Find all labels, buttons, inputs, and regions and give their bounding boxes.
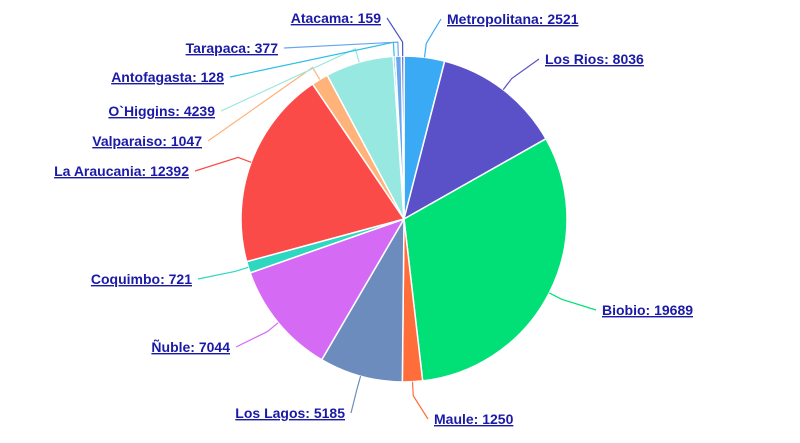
leader-line-la-araucania bbox=[194, 156, 252, 172]
data-label-tarapaca[interactable]: Tarapaca: 377 bbox=[186, 40, 279, 56]
leader-line-tarapaca bbox=[283, 41, 399, 57]
leader-line-uble bbox=[235, 322, 279, 348]
leader-line-valparaiso bbox=[207, 66, 321, 142]
pie-slice-la-araucania[interactable] bbox=[240, 83, 406, 263]
data-label-atacama[interactable]: Atacama: 159 bbox=[291, 10, 381, 26]
data-label-o-higgins[interactable]: O`Higgins: 4239 bbox=[108, 103, 215, 119]
leader-line-los-lagos bbox=[350, 375, 362, 414]
leader-line-los-rios bbox=[502, 58, 540, 91]
leader-line-coquimbo bbox=[197, 266, 249, 280]
leader-line-maule bbox=[411, 381, 429, 420]
pie-slices bbox=[240, 55, 568, 383]
pie-slice-uble[interactable] bbox=[249, 217, 406, 361]
leader-line-metropolitana bbox=[423, 18, 442, 58]
data-label-la-araucania[interactable]: La Araucania: 12392 bbox=[54, 163, 189, 179]
leader-lines bbox=[194, 17, 597, 420]
leader-line-atacama bbox=[386, 17, 404, 57]
data-label-los-rios[interactable]: Los Rios: 8036 bbox=[545, 51, 644, 67]
data-label-metropolitana[interactable]: Metropolitana: 2521 bbox=[447, 11, 579, 27]
leader-line-o-higgins bbox=[220, 47, 360, 112]
pie-slice-los-rios[interactable] bbox=[402, 60, 547, 221]
data-label-antofagasta[interactable]: Antofagasta: 128 bbox=[111, 69, 224, 85]
data-labels: Metropolitana: 2521 Los Rios: 8036 Biobio:… bbox=[54, 10, 693, 427]
pie-slice-biobio[interactable] bbox=[403, 137, 568, 382]
data-label-uble[interactable]: Ñuble: 7044 bbox=[151, 338, 230, 355]
data-label-biobio[interactable]: Biobio: 19689 bbox=[602, 302, 693, 318]
data-label-los-lagos[interactable]: Los Lagos: 5185 bbox=[235, 405, 345, 421]
data-label-valparaiso[interactable]: Valparaiso: 1047 bbox=[92, 133, 202, 149]
leader-line-biobio bbox=[548, 292, 597, 311]
data-label-maule[interactable]: Maule: 1250 bbox=[434, 411, 514, 427]
data-label-coquimbo[interactable]: Coquimbo: 721 bbox=[91, 271, 192, 287]
